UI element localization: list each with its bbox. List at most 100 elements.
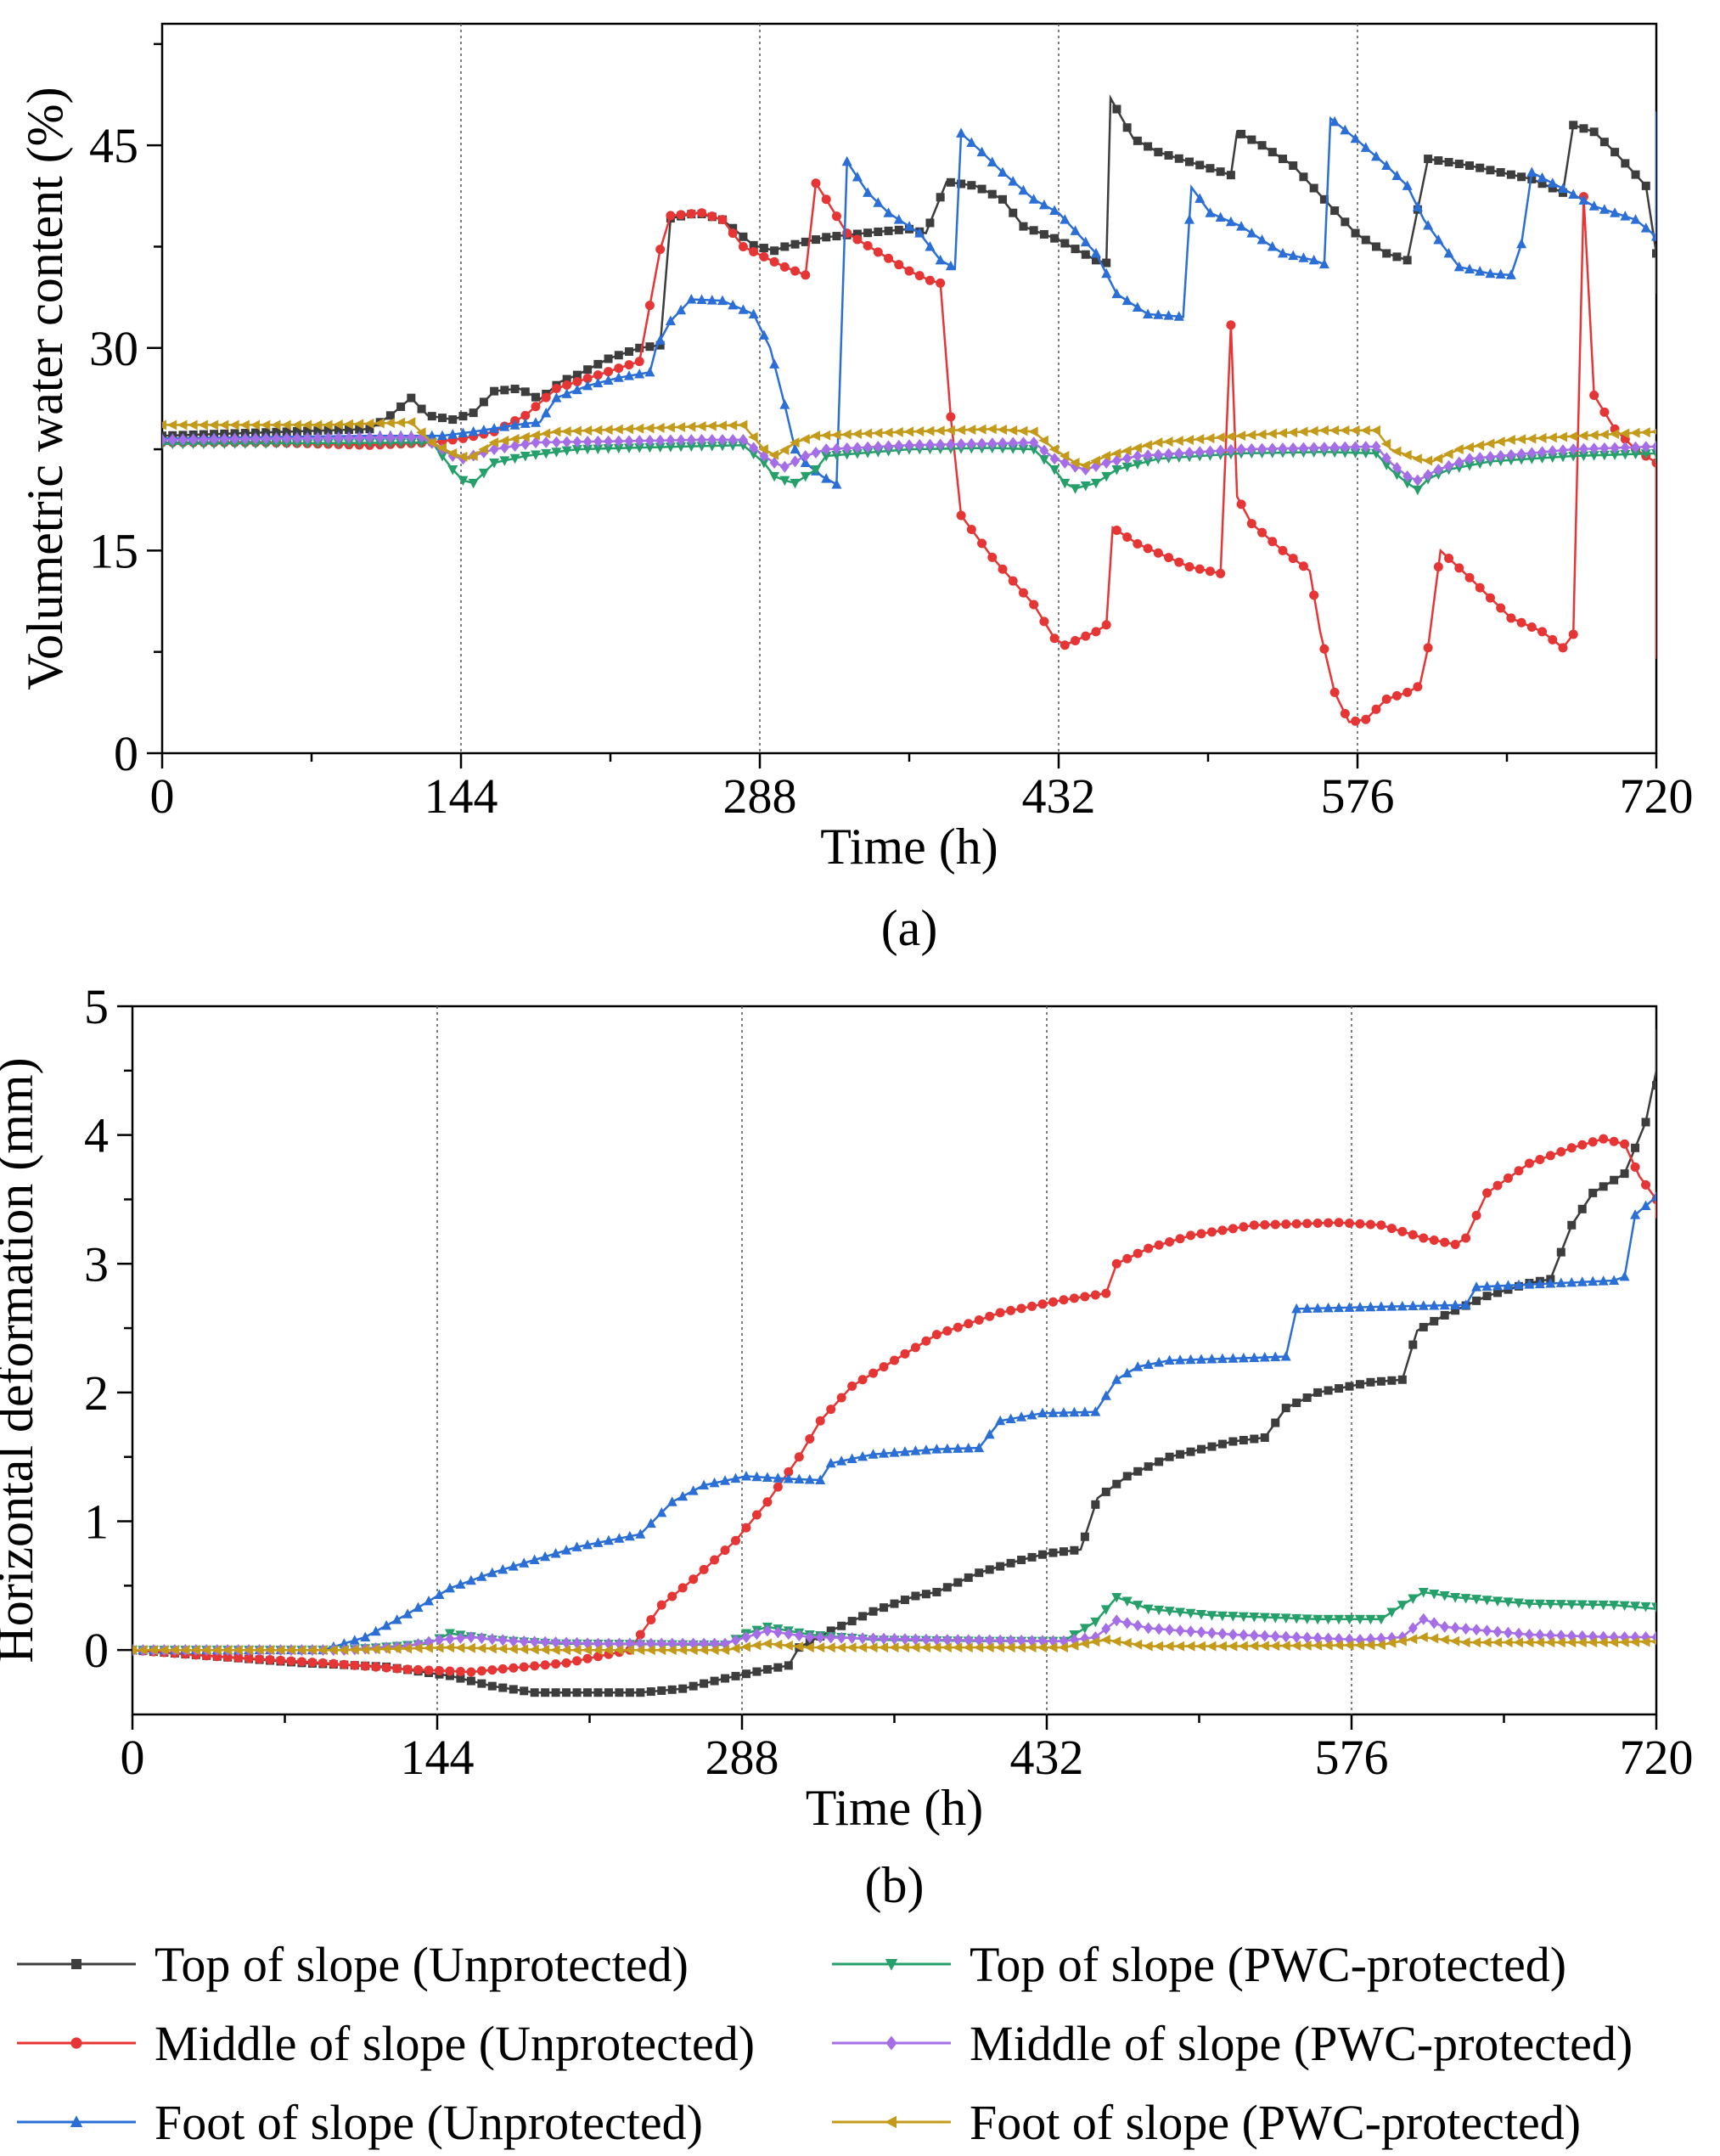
data-point [1267,428,1277,439]
data-point [1375,1614,1386,1625]
data-point [1324,1386,1333,1395]
data-point [863,448,874,459]
data-point [868,1368,879,1378]
data-point [1610,148,1620,157]
data-point [1028,426,1038,437]
data-point [486,1643,497,1654]
data-point [836,1393,846,1403]
data-point [857,1632,868,1645]
data-point [1259,1351,1270,1362]
data-point [1185,1354,1196,1365]
data-point [1302,1393,1312,1402]
data-point [416,427,426,438]
data-point [1588,1188,1598,1197]
data-point [1558,643,1568,653]
data-point [1391,470,1402,481]
data-point [582,1539,593,1550]
data-point [769,456,779,469]
data-point [1651,1191,1656,1202]
data-point [1153,548,1163,558]
data-point [1568,443,1578,456]
data-point [1640,222,1651,233]
data-point [1291,1219,1301,1229]
data-point [371,1662,381,1672]
data-point [1238,1352,1249,1363]
data-point [1481,1637,1492,1648]
data-point [1397,1226,1408,1236]
series-middle-of-slope-pwc-protected- [162,431,1656,487]
data-point [1465,161,1474,171]
data-point [1577,1204,1587,1213]
data-point [1418,1632,1428,1643]
data-point [889,1447,900,1457]
data-point [689,1681,698,1691]
data-point [447,429,458,439]
data-point [592,1645,603,1656]
data-point [1090,1290,1100,1300]
data-point [731,1671,740,1680]
data-point [1371,448,1381,459]
data-point [1526,447,1537,459]
data-point [1513,1598,1524,1609]
data-point [1505,269,1516,279]
data-point [899,1446,910,1456]
data-point [852,429,862,440]
data-point [1121,462,1133,473]
data-point [1280,1613,1291,1624]
data-point [1568,629,1578,639]
data-point [1340,124,1351,135]
data-point [498,436,509,447]
data-point [1334,1218,1344,1228]
data-point [1017,425,1028,436]
data-point [779,460,790,473]
data-point [720,1545,730,1556]
data-point [1133,1466,1143,1476]
data-point [1375,1301,1386,1311]
data-point [1216,444,1226,457]
data-point [920,1642,930,1653]
data-point [656,1506,667,1517]
data-point [1599,407,1610,417]
data-point [1288,554,1298,564]
panel-b-horizontal-deformation-chart: 0 144 288 432 576 720 0 1 2 3 4 5 Time (h) Horizontal… [0,979,1694,1913]
data-point [1402,449,1412,460]
data-point [1312,1219,1323,1229]
data-point [1629,1636,1640,1647]
data-point [1598,1275,1609,1286]
data-point [1391,461,1402,474]
data-point [603,374,614,385]
data-point [1143,543,1153,554]
data-point [1007,425,1018,436]
data-point [1028,194,1039,204]
data-point [769,358,780,369]
data-point [1206,164,1215,173]
data-point [1577,431,1588,442]
x-tick-label: 144 [424,768,498,824]
data-point [530,1688,539,1697]
data-point [1183,435,1194,446]
data-point [879,1632,889,1645]
data-point [1048,444,1060,455]
data-point [1471,1595,1482,1605]
data-point [1215,432,1225,443]
data-point [768,449,779,460]
data-point [572,1656,582,1666]
data-point [1008,444,1019,454]
data-point [583,1688,593,1697]
data-point [910,1343,920,1353]
data-point [582,380,593,391]
data-point [385,411,395,420]
data-point [1651,440,1656,453]
data-point [686,209,696,219]
data-point [561,1545,572,1555]
data-point [804,1474,815,1484]
data-point [1492,1180,1503,1191]
data-point [1569,121,1578,130]
data-point [477,1679,486,1688]
data-point [1652,249,1656,258]
y-tick-label: 0 [114,726,138,781]
data-point [900,1348,910,1359]
data-point [349,1635,360,1645]
data-point [1588,1137,1598,1147]
data-point [1049,633,1060,644]
